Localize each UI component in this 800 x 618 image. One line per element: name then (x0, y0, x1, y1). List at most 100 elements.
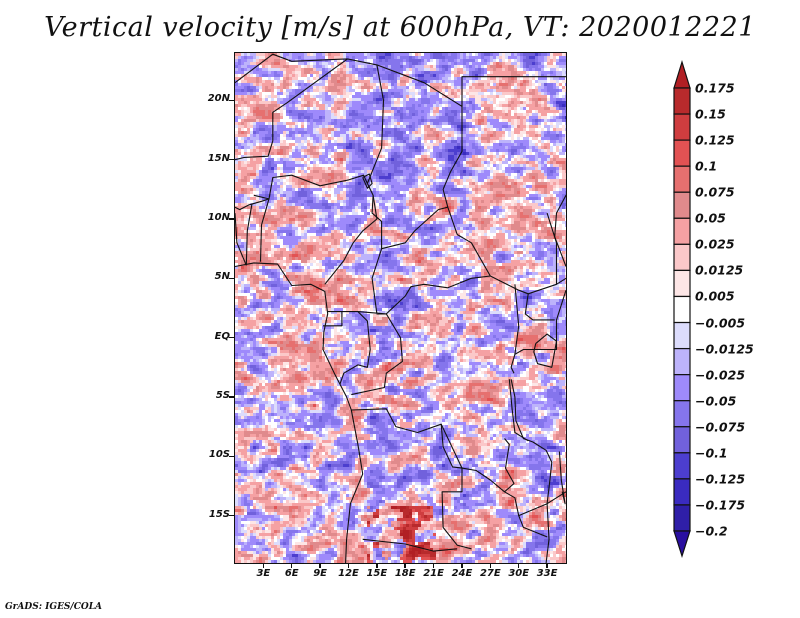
colorbar-swatch (673, 347, 691, 376)
boundary-line (253, 174, 368, 200)
lon-tick-label: 24E (451, 568, 473, 579)
colorbar-label: −0.0125 (695, 341, 754, 357)
colorbar-label: 0.05 (695, 210, 726, 226)
lon-tick (489, 563, 492, 568)
boundary-line (546, 212, 558, 285)
boundary-line (234, 58, 348, 161)
boundary-line (339, 311, 371, 385)
lat-tick (229, 336, 235, 339)
colorbar-swatch (673, 400, 691, 428)
colorbar-swatch (673, 295, 691, 324)
lat-tick (229, 277, 235, 280)
lon-tick (376, 563, 378, 568)
boundary-line (533, 333, 558, 368)
lon-tick (432, 563, 435, 568)
lon-tick-label: 33E (536, 568, 558, 579)
colorbar-swatch (673, 113, 691, 141)
lon-tick (461, 563, 463, 568)
lon-tick (347, 563, 350, 568)
lon-tick (404, 563, 406, 568)
boundary-line (385, 275, 491, 315)
boundary-line (554, 195, 567, 267)
boundary-line (558, 451, 566, 505)
colorbar-swatch (673, 243, 691, 272)
colorbar-label: −0.1 (695, 445, 728, 461)
boundary-line (440, 423, 463, 469)
colorbar-swatch (673, 269, 691, 298)
colorbar-label: 0.0125 (695, 262, 744, 278)
chart-title: Vertical velocity [m/s] at 600hPa, VT: 2… (44, 12, 756, 43)
lon-tick-label: 27E (479, 568, 501, 579)
colorbar-swatch (673, 478, 691, 506)
colorbar-swatch (673, 452, 691, 480)
boundary-line (524, 293, 555, 321)
lat-tick (229, 396, 235, 398)
colorbar-label: 0.075 (695, 184, 735, 200)
lat-tick-label: 5S (215, 389, 230, 401)
boundary-line (351, 408, 472, 550)
colorbar-label: −0.175 (695, 497, 746, 513)
colorbar (673, 59, 691, 558)
map-plot-area (234, 53, 567, 564)
boundary-line (518, 515, 548, 538)
country-boundaries (234, 53, 567, 564)
lon-tick (319, 563, 321, 568)
colorbar-swatch (673, 426, 691, 454)
lat-tick-label: 20N (207, 93, 230, 105)
lon-tick-label: 30E (508, 568, 530, 579)
lon-tick (546, 563, 548, 568)
lat-tick (229, 99, 235, 102)
boundary-line (347, 58, 463, 107)
colorbar-label: 0.125 (695, 132, 735, 148)
lat-tick-label: 15N (207, 152, 230, 164)
boundary-line (362, 538, 458, 552)
colorbar-extend-max (673, 59, 691, 89)
lon-tick-label: 12E (338, 568, 359, 579)
colorbar-label: −0.075 (695, 419, 746, 435)
colorbar-label: −0.2 (695, 523, 728, 539)
colorbar-label: −0.125 (695, 471, 746, 487)
boundary-line (327, 195, 387, 315)
colorbar-swatch (673, 191, 691, 219)
lat-tick-label: 10S (208, 449, 230, 461)
colorbar-label: 0.175 (695, 80, 735, 96)
colorbar-label: 0.15 (695, 106, 726, 122)
lon-tick-label: 15E (366, 568, 388, 579)
colorbar-label: −0.025 (695, 367, 746, 383)
lat-tick (229, 218, 235, 220)
boundary-line (324, 183, 378, 285)
lat-tick (229, 158, 235, 161)
boundary-line (366, 64, 385, 184)
colorbar-swatch (673, 139, 691, 167)
boundary-line (381, 206, 448, 250)
boundary-line (323, 311, 343, 327)
colorbar-label: 0.1 (695, 158, 718, 174)
lat-tick (229, 455, 235, 457)
colorbar-swatch (673, 87, 691, 115)
lat-tick-label: 10N (207, 212, 230, 224)
boundary-line (234, 53, 348, 84)
colorbar-label: −0.005 (695, 315, 746, 331)
lon-tick (290, 563, 293, 568)
boundary-line (461, 76, 566, 107)
boundary-line (504, 438, 515, 493)
boundary-line (259, 198, 270, 262)
boundary-line (510, 379, 553, 504)
lon-tick-label: 21E (423, 568, 444, 579)
boundary-line (510, 354, 516, 374)
lat-tick-label: 15S (208, 508, 230, 520)
lat-tick-label: EQ (214, 330, 230, 342)
lon-tick-label: 6E (284, 568, 299, 579)
lat-tick-label: 5N (214, 271, 230, 283)
boundary-line (461, 467, 567, 517)
lon-tick (262, 563, 265, 568)
colorbar-label: 0.025 (695, 236, 735, 252)
colorbar-swatch (673, 321, 691, 350)
boundary-line (508, 379, 529, 442)
boundary-line (234, 198, 270, 211)
colorbar-extend-min (673, 530, 691, 558)
boundary-line (514, 284, 520, 355)
lon-tick-label: 3E (256, 568, 271, 579)
boundary-line (514, 290, 567, 355)
boundary-line (442, 106, 463, 235)
